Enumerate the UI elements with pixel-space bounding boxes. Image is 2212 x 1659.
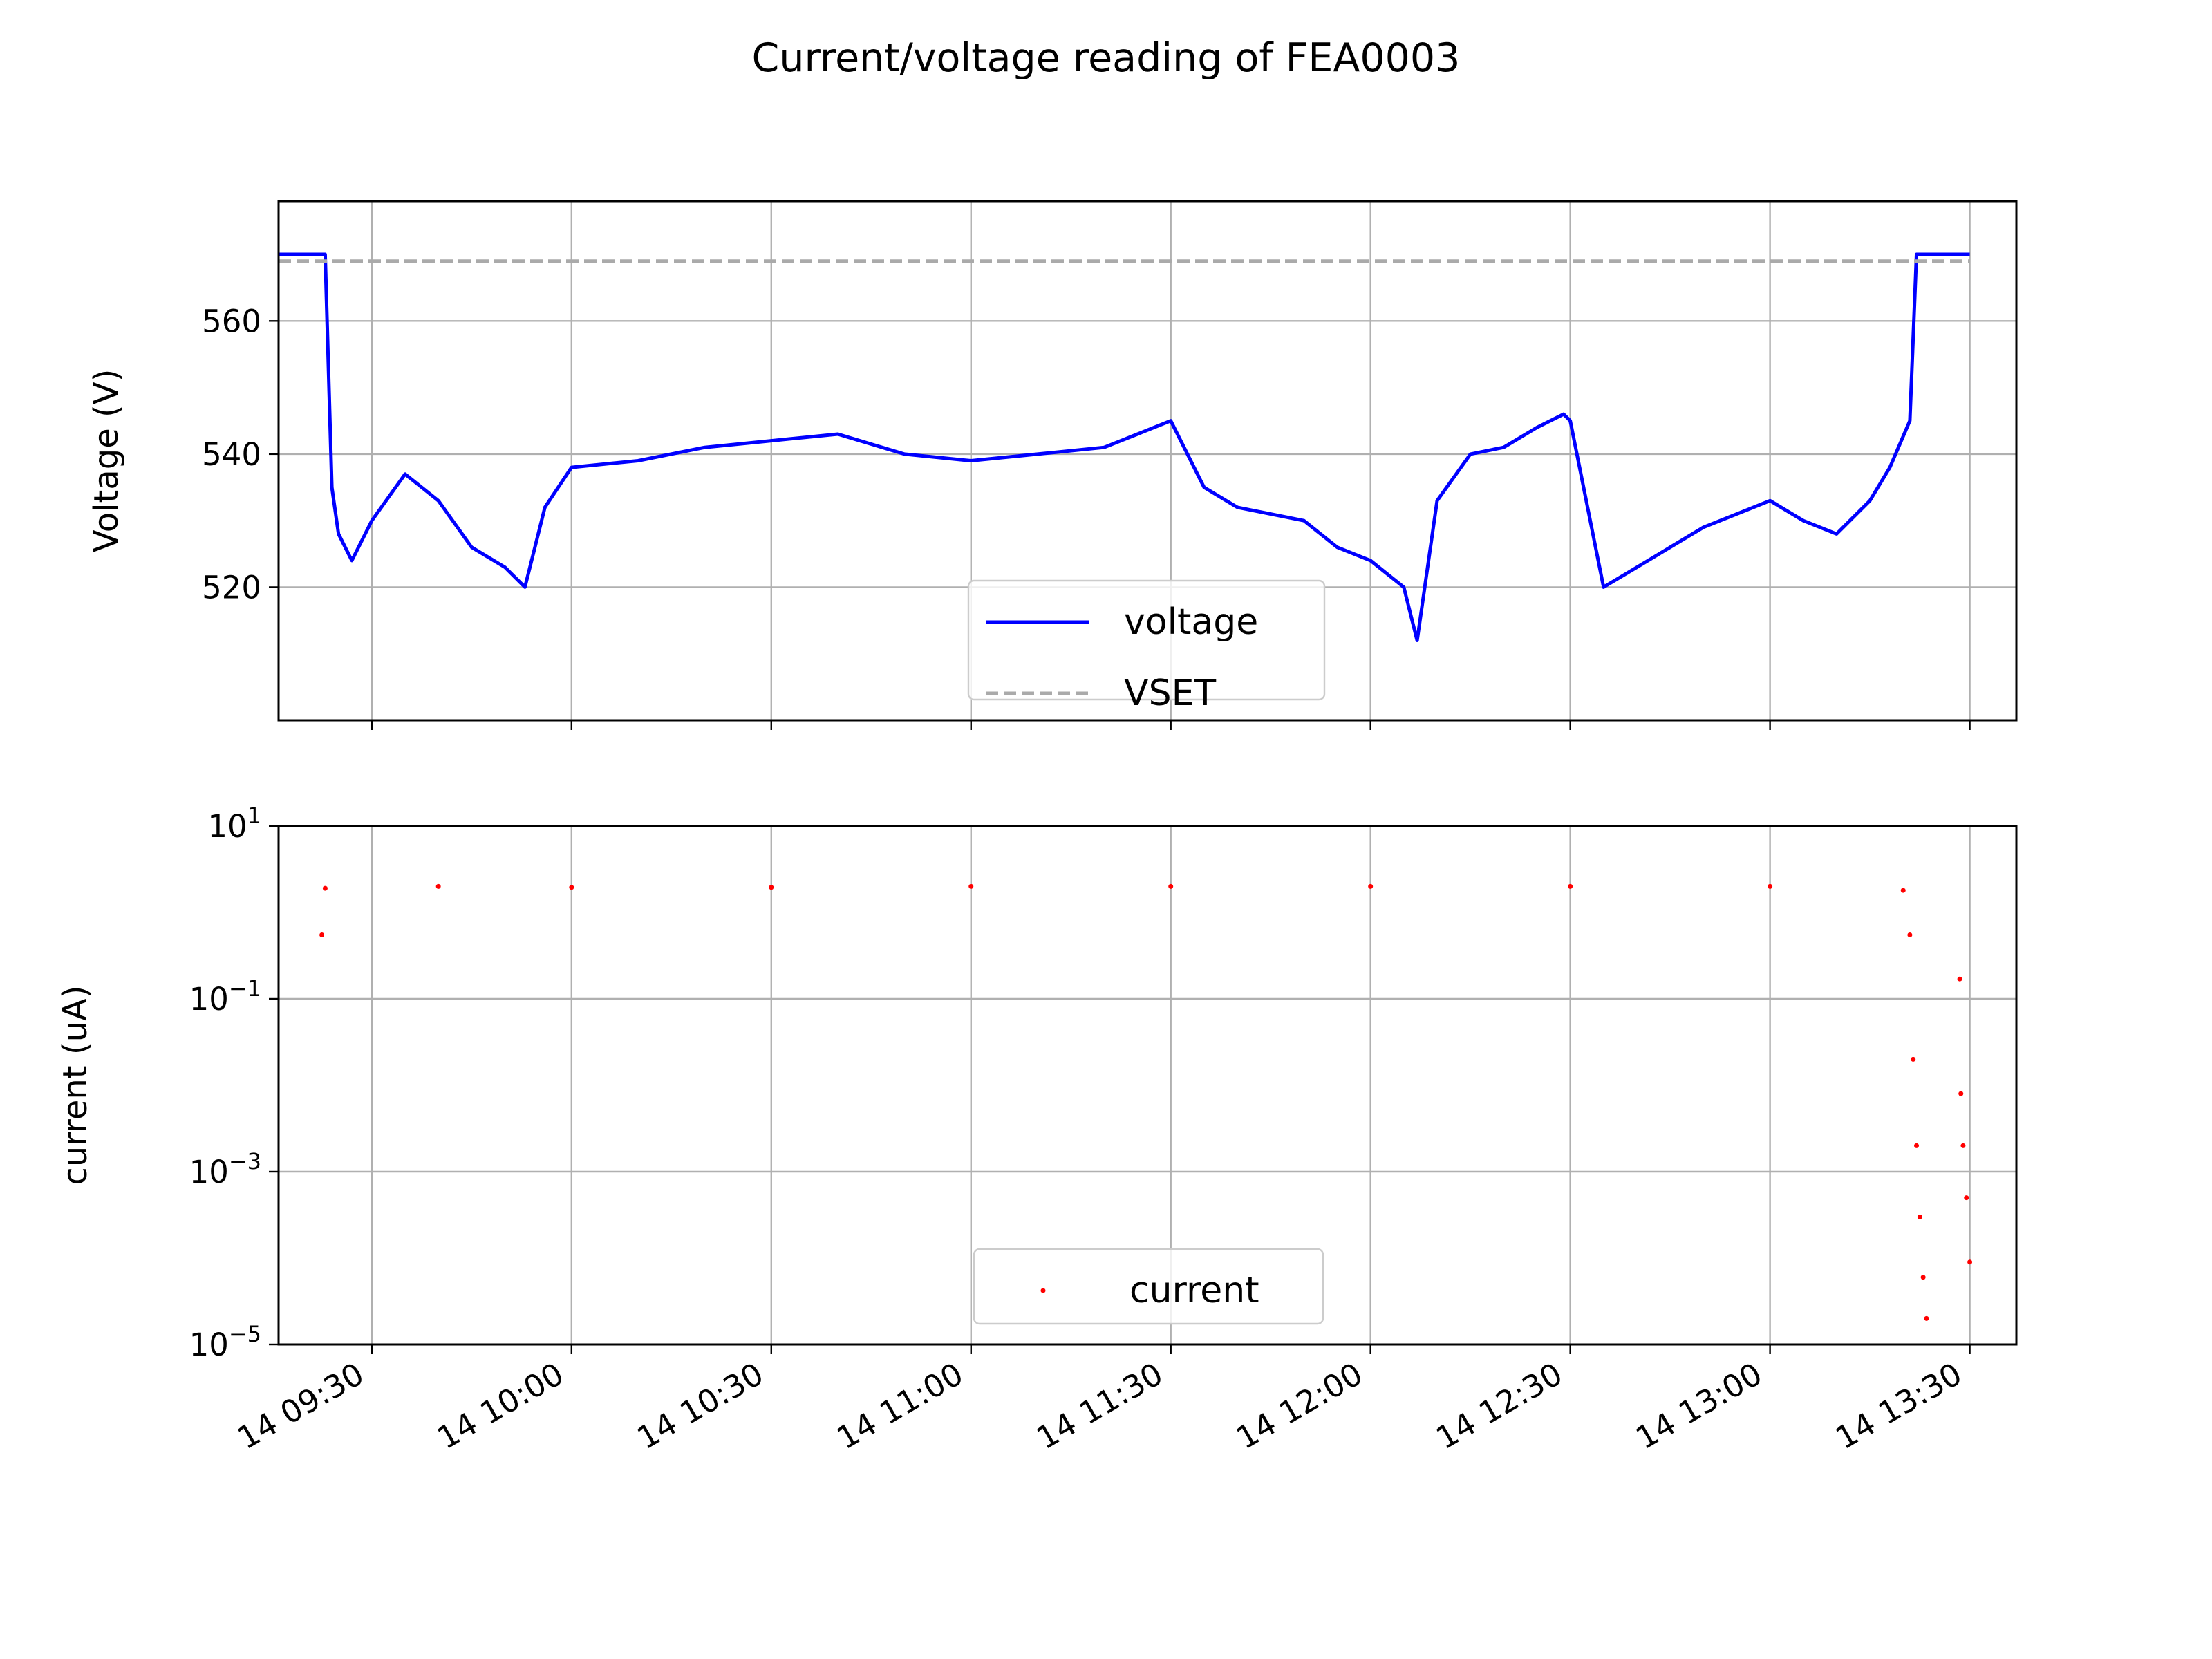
figure-title: Current/voltage reading of FEA0003 [752, 35, 1461, 81]
legend: current [973, 1248, 1324, 1325]
legend-marker [1040, 1288, 1046, 1293]
y-tick-label-base: 10 [189, 1154, 229, 1190]
current-point [1914, 1143, 1920, 1148]
legend-box [967, 579, 1326, 701]
y-tick-label-exponent: −5 [229, 1321, 261, 1347]
voltage-line [279, 252, 1970, 642]
y-tick-label-exponent: −3 [229, 1148, 261, 1174]
voltage-panel: 520 540 560 Voltage (V) voltage VSET [87, 200, 2018, 730]
current-point [569, 885, 574, 890]
current-series [319, 883, 1973, 1321]
plot-frame [277, 825, 2018, 1346]
y-tick-label-base: 10 [207, 808, 247, 845]
current-point [1168, 883, 1174, 889]
legend-box [973, 1248, 1324, 1325]
current-point [1920, 1275, 1926, 1280]
y-tick-label: 10−3 [189, 1148, 261, 1190]
y-tick-label-exponent: −1 [229, 975, 261, 1002]
legend-label: current [1130, 1270, 1259, 1311]
y-tick-label: 560 [202, 303, 261, 339]
legend: voltage VSET [967, 579, 1326, 714]
current-point [1960, 1143, 1966, 1148]
y-axis-label: Voltage (V) [87, 369, 126, 553]
y-tick-label-base: 10 [189, 1327, 229, 1363]
plot-frame [277, 200, 2018, 722]
y-tick-label: 520 [202, 569, 261, 606]
current-point [1958, 1091, 1964, 1096]
current-point [1368, 883, 1374, 889]
legend-label: voltage [1124, 601, 1258, 643]
current-point [1768, 883, 1773, 889]
y-tick-label: 540 [202, 436, 261, 473]
y-tick-label-base: 10 [189, 981, 229, 1018]
current-point [1568, 883, 1573, 889]
current-point [1924, 1315, 1929, 1321]
y-axis-label: current (uA) [56, 985, 95, 1185]
current-point [1917, 1214, 1922, 1219]
y-tick-label: 10−1 [189, 975, 261, 1018]
current-point [319, 932, 325, 937]
current-point [322, 885, 328, 891]
current-point [769, 885, 774, 890]
current-point [1967, 1259, 1973, 1265]
y-tick-label-exponent: 1 [247, 803, 261, 829]
current-point [1907, 932, 1913, 937]
y-tick-label: 10−5 [189, 1321, 261, 1363]
y-tick-label: 101 [207, 803, 261, 845]
current-point [968, 883, 974, 889]
current-point [1900, 888, 1906, 893]
current-point [1957, 976, 1962, 982]
legend-label: VSET [1124, 673, 1216, 714]
current-point [1911, 1056, 1916, 1062]
current-point [435, 883, 441, 889]
current-point [1964, 1195, 1969, 1201]
